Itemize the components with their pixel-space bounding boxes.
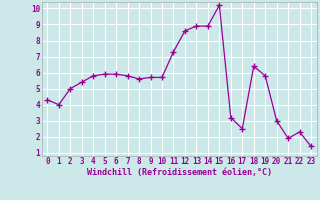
X-axis label: Windchill (Refroidissement éolien,°C): Windchill (Refroidissement éolien,°C) xyxy=(87,168,272,177)
